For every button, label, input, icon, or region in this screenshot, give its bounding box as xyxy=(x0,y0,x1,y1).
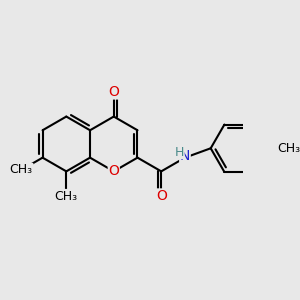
Text: O: O xyxy=(108,164,119,178)
Text: CH₃: CH₃ xyxy=(10,164,33,176)
Text: CH₃: CH₃ xyxy=(55,190,78,202)
Text: O: O xyxy=(108,85,119,99)
Text: H: H xyxy=(175,146,184,159)
Text: CH₃: CH₃ xyxy=(277,142,300,155)
Text: N: N xyxy=(180,149,190,163)
Text: O: O xyxy=(156,189,167,203)
